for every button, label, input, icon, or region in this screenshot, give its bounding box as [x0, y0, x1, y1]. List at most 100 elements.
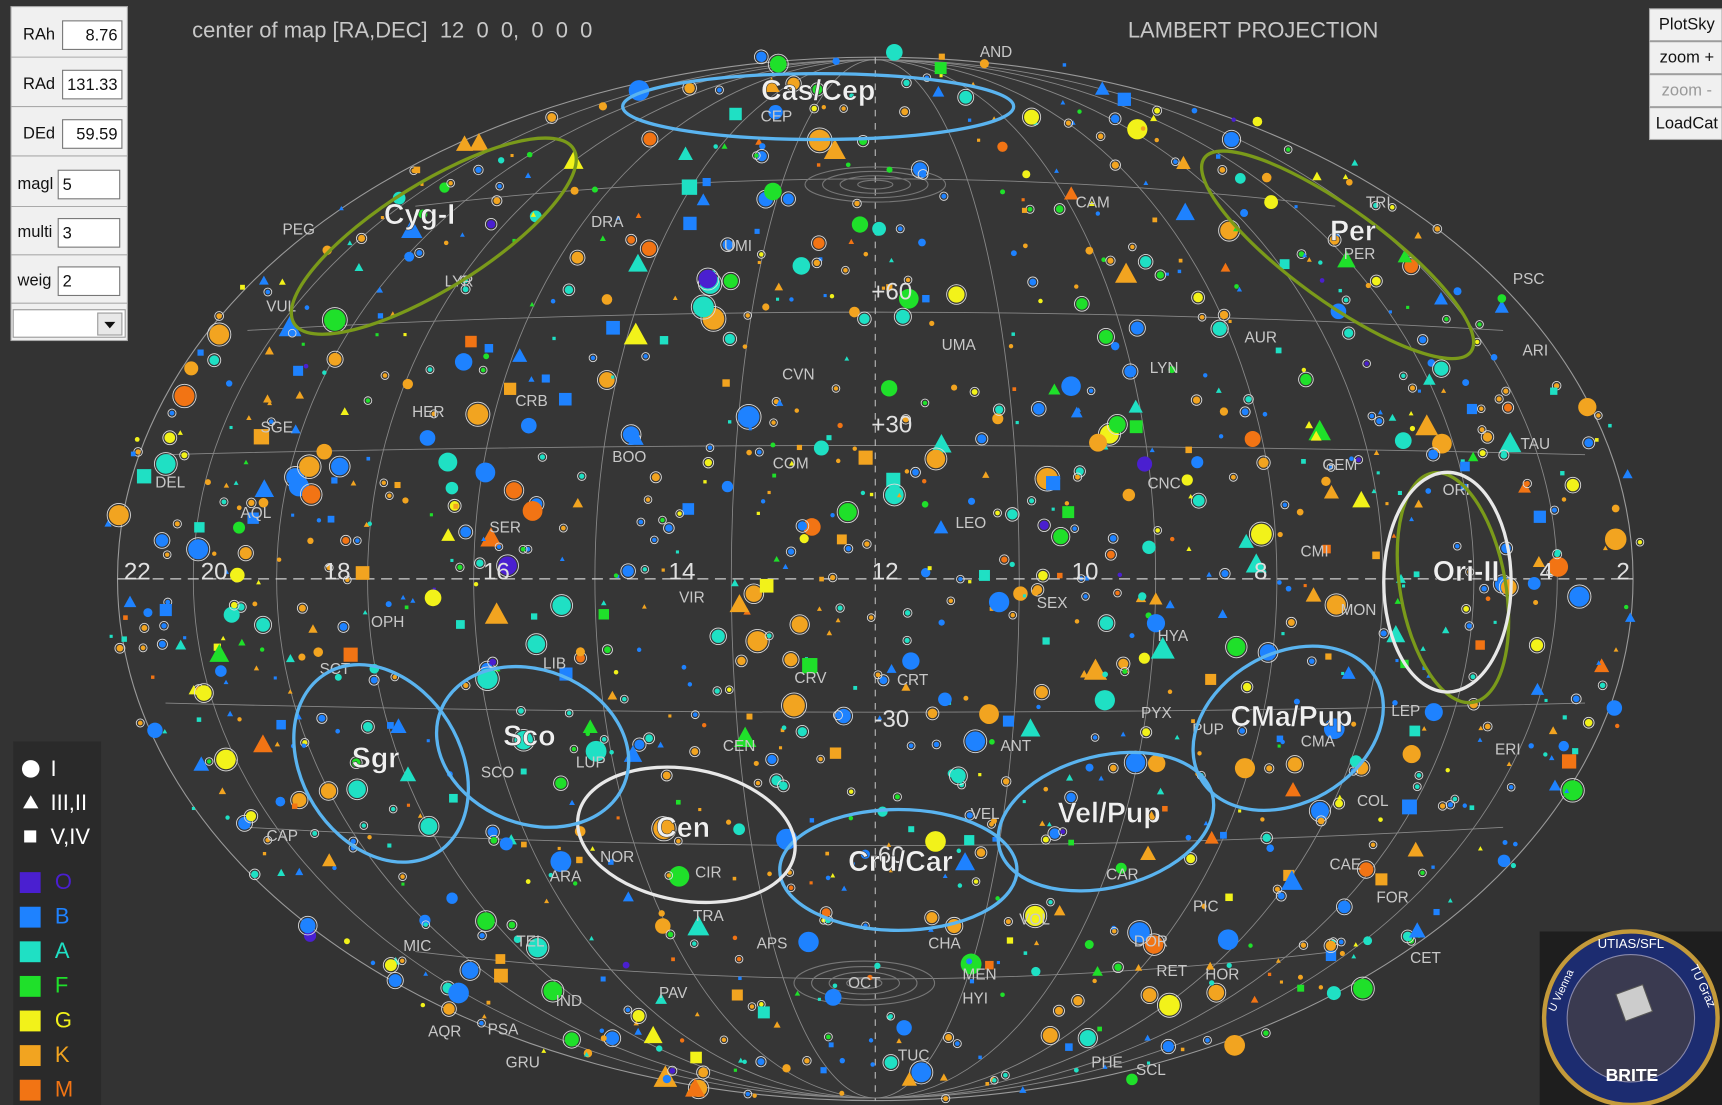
star — [978, 1055, 982, 1060]
star — [1434, 226, 1441, 232]
star — [363, 721, 373, 732]
constellation-label: CAE — [1330, 857, 1362, 874]
star — [1481, 585, 1487, 592]
control-label: DEd — [23, 124, 55, 142]
star — [223, 482, 230, 488]
button-label[interactable]: zoom + — [1660, 49, 1714, 67]
star — [223, 606, 240, 623]
star — [269, 419, 274, 424]
star — [1221, 570, 1229, 578]
star — [496, 544, 502, 549]
star — [687, 682, 693, 687]
star-ring — [834, 706, 853, 726]
star-ring — [237, 544, 254, 562]
star — [481, 536, 487, 542]
star — [886, 472, 901, 487]
star — [821, 104, 826, 110]
star — [388, 974, 402, 988]
star-ring — [599, 734, 609, 744]
constellation-label: APS — [757, 936, 788, 953]
control-value[interactable]: 59.59 — [76, 125, 117, 143]
star — [1624, 604, 1629, 610]
star — [1156, 787, 1165, 795]
star — [1199, 314, 1205, 320]
star — [1144, 935, 1164, 954]
button-label[interactable]: zoom - — [1662, 82, 1712, 100]
control-input[interactable] — [62, 20, 123, 50]
star — [181, 452, 188, 459]
star — [968, 580, 972, 584]
star-ring — [1171, 157, 1180, 167]
star — [1180, 1047, 1185, 1052]
button[interactable] — [1648, 107, 1722, 141]
star — [1061, 376, 1081, 396]
button[interactable] — [1648, 74, 1722, 108]
star-ring — [946, 284, 967, 305]
star — [746, 713, 753, 720]
button-label[interactable]: PlotSky — [1659, 16, 1716, 34]
star — [1453, 287, 1462, 296]
star-ring — [1005, 507, 1020, 522]
star-ring — [1190, 492, 1207, 509]
star — [1188, 493, 1194, 499]
constellation-label: PEG — [282, 222, 314, 239]
control-value[interactable]: 5 — [63, 176, 72, 194]
button-label[interactable]: LoadCat — [1656, 114, 1719, 132]
field-outline — [778, 807, 1019, 933]
control-value[interactable]: 131.33 — [67, 76, 117, 94]
star — [1175, 202, 1195, 221]
star-ring — [1109, 159, 1121, 171]
star — [267, 400, 273, 406]
control-value[interactable]: 2 — [63, 273, 72, 291]
star — [848, 789, 854, 794]
control-input[interactable] — [62, 119, 123, 149]
constellation-label: CMI — [1300, 544, 1328, 561]
star-ring — [764, 631, 774, 641]
star — [945, 1034, 952, 1041]
control-input[interactable] — [57, 218, 121, 248]
star-ring — [917, 169, 929, 180]
star — [1371, 488, 1377, 494]
star-ring — [298, 915, 318, 936]
star — [1147, 754, 1166, 773]
star — [609, 750, 614, 755]
star — [925, 831, 946, 852]
star — [1031, 588, 1040, 596]
control-value[interactable]: 8.76 — [85, 27, 117, 45]
star-ring — [562, 283, 576, 297]
star — [358, 234, 366, 242]
control-input[interactable] — [57, 266, 121, 297]
star — [702, 177, 711, 187]
control-input[interactable] — [57, 169, 121, 200]
star — [813, 259, 821, 267]
constellation-label: PSA — [488, 1021, 519, 1038]
star — [918, 238, 926, 247]
star — [787, 77, 800, 90]
star — [253, 429, 270, 445]
constellation-label: PHE — [1091, 1054, 1123, 1071]
star-ring — [287, 328, 297, 338]
star — [1397, 249, 1412, 263]
button[interactable] — [1648, 8, 1722, 42]
star — [1305, 421, 1314, 429]
star — [209, 643, 230, 662]
star — [1482, 432, 1493, 442]
control-input[interactable] — [62, 69, 123, 100]
star — [1584, 719, 1593, 727]
star — [1339, 950, 1345, 957]
star — [1553, 383, 1560, 389]
star — [1533, 600, 1539, 606]
star — [973, 879, 979, 884]
star — [948, 598, 954, 604]
star-ring — [811, 257, 823, 269]
button[interactable] — [1648, 41, 1722, 75]
constellation-label: MIC — [403, 938, 431, 955]
star — [912, 468, 919, 476]
star — [204, 479, 211, 486]
control-value[interactable]: 3 — [63, 224, 72, 242]
star — [832, 983, 838, 989]
star — [886, 166, 893, 173]
star — [1395, 659, 1399, 663]
star — [919, 171, 927, 178]
star-ring — [246, 497, 257, 509]
